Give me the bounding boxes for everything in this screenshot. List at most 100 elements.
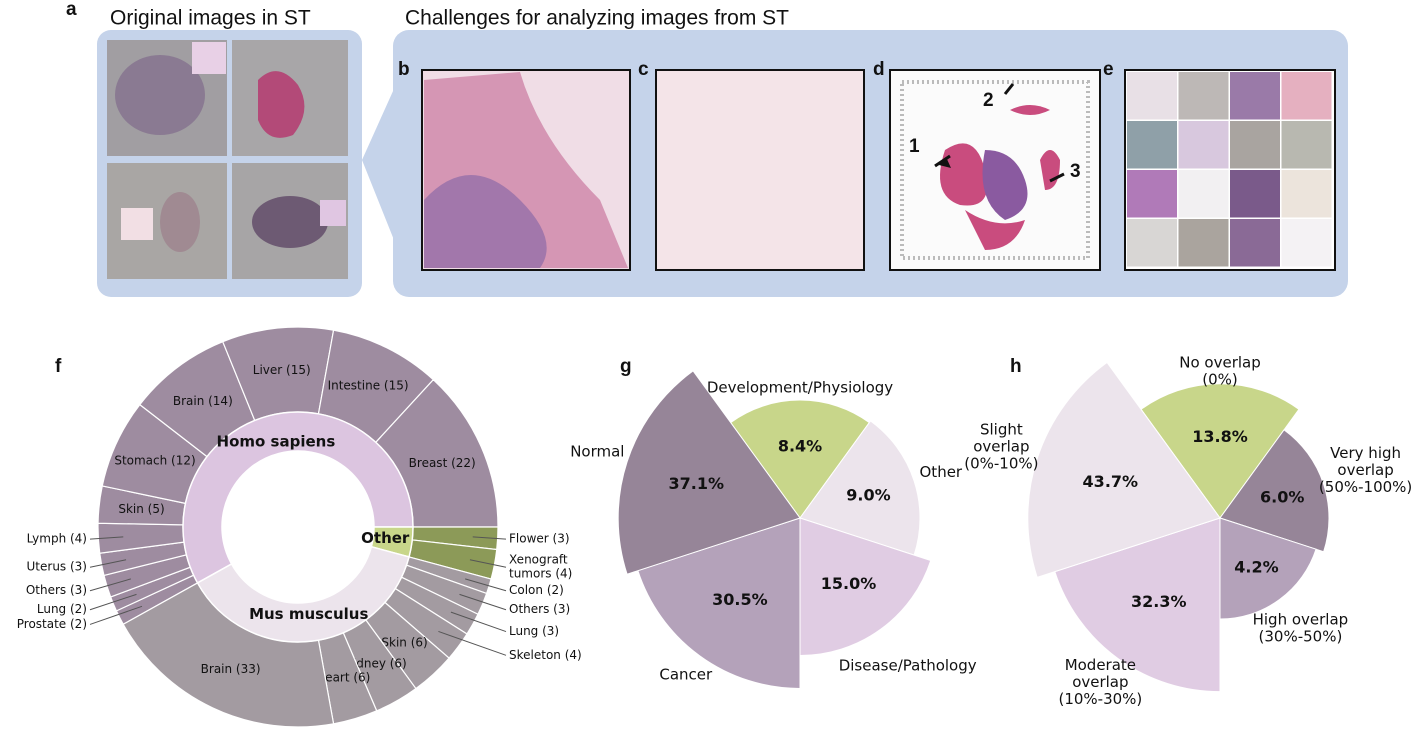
panel-letter: b (398, 59, 410, 80)
label: Skin (6) (381, 635, 427, 649)
leader-line (89, 536, 124, 540)
value-label: 30.5% (712, 590, 768, 609)
tile (1281, 72, 1332, 120)
tile (1127, 170, 1177, 218)
group-label: Other (361, 529, 410, 547)
value-label: 9.0% (846, 485, 890, 504)
inner-segment (182, 411, 414, 584)
label: Others (3) (26, 583, 87, 597)
label: overlap (973, 437, 1029, 455)
panel-letter: d (873, 59, 885, 80)
value-label: 43.7% (1083, 472, 1139, 491)
wedge (1219, 429, 1330, 553)
tile (1281, 219, 1332, 267)
group-label: Mus musculus (249, 605, 368, 623)
leader-line (89, 559, 127, 568)
tile (1230, 72, 1280, 120)
label: Lung (3) (509, 624, 559, 638)
wedge (799, 420, 921, 556)
wedge (729, 399, 871, 519)
value-label: 8.4% (778, 437, 822, 456)
label: Colon (2) (509, 583, 564, 597)
label: Uterus (3) (27, 560, 87, 574)
label: (10%-30%) (1058, 690, 1142, 708)
label: Brain (33) (201, 662, 261, 676)
tile (1178, 219, 1229, 267)
wedge (1140, 383, 1300, 519)
label: Intestine (15) (328, 378, 409, 392)
tile (1230, 170, 1280, 218)
label: Heart (6) (316, 670, 370, 684)
inner-segment (196, 545, 410, 643)
label: Lymph (4) (27, 532, 87, 546)
tile (1127, 121, 1177, 169)
panel-title: Challenges for analyzing images from ST (405, 7, 789, 30)
label: Others (3) (509, 602, 570, 616)
wedge (1027, 361, 1221, 579)
tile (1230, 121, 1280, 169)
value-label: 37.1% (668, 474, 724, 493)
label: High overlap (1253, 611, 1349, 629)
label: (50%-100%) (1319, 478, 1412, 496)
value-label: 15.0% (821, 574, 877, 593)
label: Other (920, 463, 963, 481)
label: No overlap (1179, 354, 1261, 372)
pointer (362, 80, 398, 250)
wedge (617, 370, 801, 575)
panel-letter: e (1103, 59, 1114, 80)
leader-line (438, 630, 507, 656)
label: tumors (4) (509, 567, 572, 581)
label: (0%) (1202, 371, 1238, 389)
wedge (637, 517, 801, 689)
value-label: 13.8% (1192, 427, 1248, 446)
label: (30%-50%) (1259, 628, 1343, 646)
panel-bcde-box (393, 30, 1348, 297)
wedge (799, 517, 932, 656)
group-label: Homo sapiens (217, 432, 336, 450)
label: Flower (3) (509, 532, 570, 546)
tile (1178, 170, 1229, 218)
label: Stomach (12) (114, 453, 195, 467)
tile (1178, 72, 1229, 120)
label: Breast (22) (409, 456, 476, 470)
label: Brain (14) (173, 394, 233, 408)
tile (1230, 219, 1280, 267)
tile (1127, 72, 1177, 120)
label: overlap (1337, 461, 1393, 479)
label: Moderate (1065, 656, 1136, 674)
label: Liver (15) (253, 363, 311, 377)
label: Cancer (659, 666, 713, 684)
leader-line (89, 593, 137, 611)
tile (1281, 170, 1332, 218)
challenge-images (421, 69, 1336, 271)
tile (1127, 219, 1177, 267)
leader-line (464, 578, 507, 592)
leader-line (469, 559, 507, 568)
value-label: 32.3% (1131, 592, 1187, 611)
panel-letter: g (620, 356, 632, 377)
label: Normal (570, 443, 624, 461)
label: overlap (1072, 673, 1128, 691)
label: Disease/Pathology (839, 657, 977, 675)
label: Kidney (6) (345, 656, 407, 670)
tile (1178, 121, 1229, 169)
leader-line (459, 593, 507, 611)
label: Lung (2) (37, 602, 87, 616)
label: Very high (1330, 444, 1401, 462)
leader-line (450, 611, 507, 633)
label: Slight (980, 420, 1023, 438)
label: Prostate (2) (17, 617, 87, 631)
panel-letter: a (66, 0, 77, 20)
wedge (1219, 517, 1317, 620)
leader-line (89, 578, 132, 592)
panel-letter: f (55, 356, 62, 377)
leader-line (89, 605, 143, 625)
wedge (1054, 517, 1221, 693)
arrow-label: 2 (983, 90, 994, 111)
tile (1281, 121, 1332, 169)
original-images (107, 40, 348, 279)
arrow-label: 1 (909, 136, 920, 157)
label: (0%-10%) (964, 454, 1038, 472)
label: Skeleton (4) (509, 648, 582, 662)
